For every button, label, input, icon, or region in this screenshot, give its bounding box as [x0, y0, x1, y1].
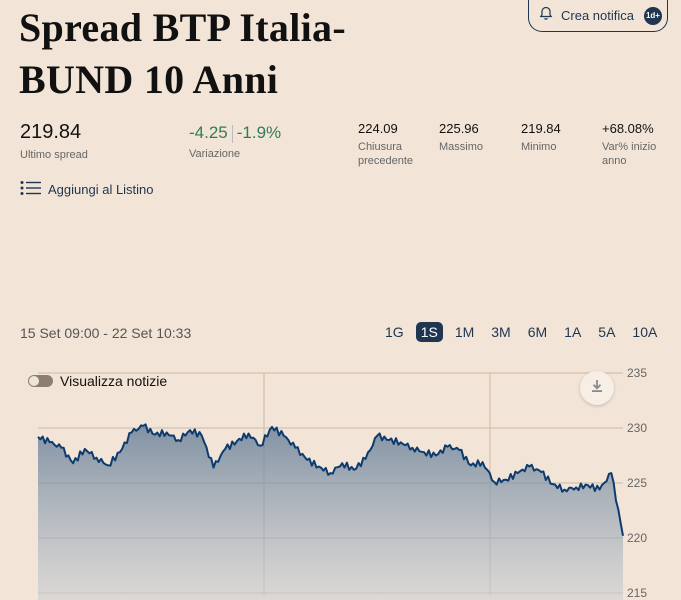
period-5a[interactable]: 5A — [598, 324, 616, 340]
period-3m[interactable]: 3M — [491, 324, 511, 340]
stat-max: 225.96 Massimo — [439, 121, 483, 154]
y-tick-label: 235 — [627, 366, 647, 380]
news-toggle-label: Visualizza notizie — [60, 373, 168, 389]
ytd-label-1: Var% inizio — [602, 141, 657, 153]
last-spread-value: 219.84 — [20, 121, 82, 143]
title-line-1: Spread BTP Italia- — [19, 5, 346, 50]
page-title: Spread BTP Italia- BUND 10 Anni — [19, 2, 439, 106]
period-1m[interactable]: 1M — [454, 324, 475, 340]
stat-last-spread: 219.84 Ultimo spread — [20, 121, 88, 162]
period-selector: 1G 1S 1M 3M 6M 1A 5A 10A — [380, 322, 669, 342]
y-tick-label: 230 — [627, 421, 647, 435]
y-tick-label: 215 — [627, 586, 647, 600]
last-spread-label: Ultimo spread — [20, 149, 88, 161]
period-1g[interactable]: 1G — [385, 324, 404, 340]
change-abs-value: -4.25 — [189, 123, 228, 142]
min-value: 219.84 — [521, 121, 561, 136]
stat-prev-close: 224.09 Chiusura precedente — [358, 121, 413, 168]
period-1s[interactable]: 1S — [415, 322, 443, 342]
min-label: Minimo — [521, 141, 557, 153]
bell-icon — [539, 6, 553, 26]
download-icon — [589, 378, 605, 399]
news-toggle[interactable] — [28, 375, 53, 387]
prev-close-value: 224.09 — [358, 121, 398, 136]
period-6m[interactable]: 6M — [527, 324, 548, 340]
chart-y-ticks: 215 220 225 230 235 — [627, 366, 647, 600]
notify-label: Crea notifica — [561, 8, 634, 23]
ytd-value: +68.08% — [602, 121, 654, 136]
spread-chart: 215 220 225 230 235 — [37, 366, 647, 600]
download-button[interactable] — [580, 371, 614, 405]
ytd-label-2: anno — [602, 155, 627, 167]
period-1a[interactable]: 1A — [564, 324, 582, 340]
chart-line — [37, 423, 624, 536]
chart-area — [38, 424, 623, 600]
date-range-text: 15 Set 09:00 - 22 Set 10:33 — [20, 325, 192, 341]
change-separator — [231, 124, 233, 143]
prev-close-label-1: Chiusura — [358, 141, 403, 153]
create-notification-button[interactable]: Crea notifica 1d+ — [528, 0, 668, 32]
prev-close-label-2: precedente — [358, 155, 414, 167]
news-toggle-row: Visualizza notizie — [28, 373, 167, 389]
stat-change: -4.25 -1.9% Variazione — [189, 121, 281, 161]
stat-ytd: +68.08% Var% inizio anno — [602, 121, 656, 168]
y-tick-label: 220 — [627, 531, 647, 545]
title-line-2: BUND 10 Anni — [19, 57, 279, 102]
change-label: Variazione — [189, 148, 241, 160]
listino-label: Aggiungi al Listino — [48, 182, 154, 197]
max-value: 225.96 — [439, 121, 479, 136]
y-tick-label: 225 — [627, 476, 647, 490]
add-to-listino-button[interactable]: Aggiungi al Listino — [20, 180, 154, 199]
max-label: Massimo — [439, 141, 484, 153]
list-icon — [20, 180, 42, 199]
stat-min: 219.84 Minimo — [521, 121, 561, 154]
notify-badge: 1d+ — [643, 6, 662, 25]
change-pct-value: -1.9% — [236, 123, 282, 142]
period-10a[interactable]: 10A — [632, 324, 658, 340]
